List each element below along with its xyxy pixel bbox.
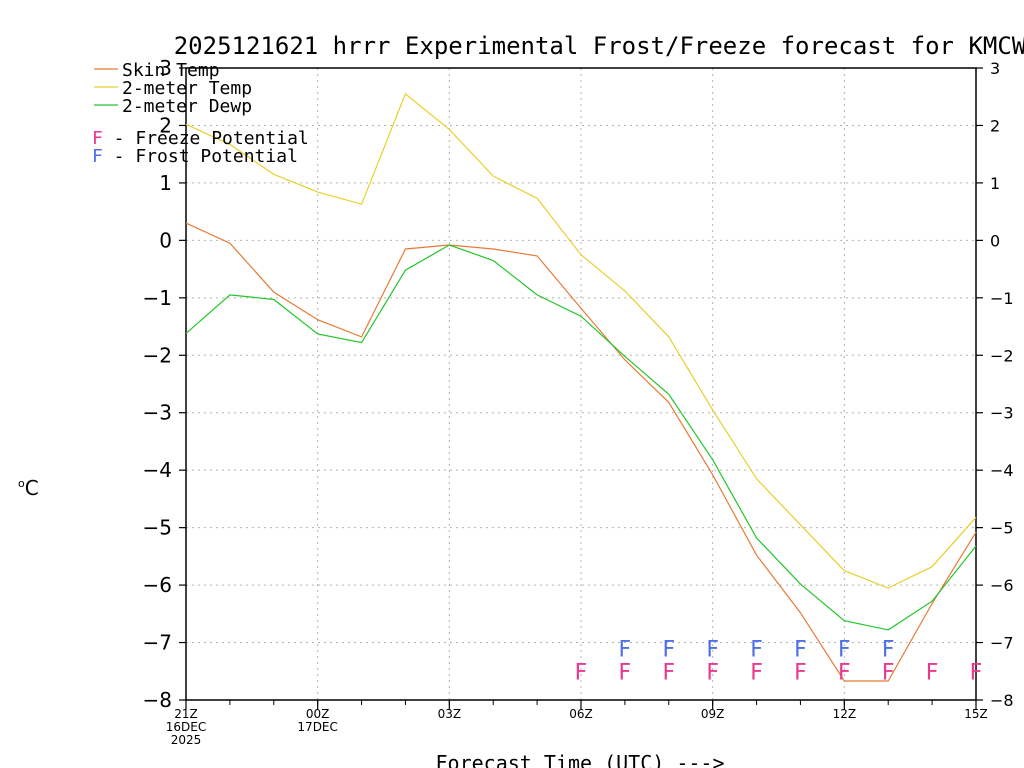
y-tick-label: 2: [159, 113, 172, 137]
frost-marker: F: [794, 637, 807, 662]
y-tick-label-right: −7: [990, 634, 1014, 653]
x-tick-label: 16DEC: [166, 720, 206, 734]
freeze-marker: F: [750, 660, 763, 685]
y-tick-label-right: −8: [990, 691, 1014, 710]
legend-label: Skin Temp: [122, 60, 220, 81]
x-tick-label: 06Z: [569, 707, 593, 721]
y-tick-label: −1: [143, 286, 172, 310]
series-line-2-meter-dewp: [185, 244, 977, 631]
legend-marker-glyph: F: [92, 146, 103, 167]
y-tick-label-right: −6: [990, 576, 1014, 595]
frost-marker: F: [662, 637, 675, 662]
y-tick-label-right: 3: [990, 59, 1000, 78]
x-tick-label: 12Z: [833, 707, 857, 721]
freeze-marker: F: [619, 660, 632, 685]
y-tick-label-right: 1: [990, 174, 1000, 193]
frost-marker: F: [706, 637, 719, 662]
freeze-marker: F: [575, 660, 588, 685]
legend-frost-potential: F - Frost Potential: [92, 146, 298, 167]
series-line-skin-temp: [185, 222, 977, 682]
y-tick-label-right: −5: [990, 519, 1014, 538]
y-tick-label: −2: [143, 343, 172, 367]
y-tick-label: 3: [159, 56, 172, 80]
freeze-marker: F: [926, 660, 939, 685]
frost-marker: F: [838, 637, 851, 662]
unit-letter: C: [25, 476, 39, 500]
y-tick-label: −8: [143, 688, 172, 712]
x-axis-label: Forecast Time (UTC) --->: [436, 751, 725, 768]
y-tick-label: −4: [143, 458, 172, 482]
legend-marker-text: - Freeze Potential: [103, 128, 309, 149]
y-tick-label: 0: [159, 228, 172, 252]
x-tick-label: 00Z: [306, 707, 330, 721]
freeze-marker: F: [838, 660, 851, 685]
y-tick-label: −7: [143, 631, 172, 655]
freeze-marker: F: [970, 660, 983, 685]
y-tick-label-right: −3: [990, 404, 1014, 423]
freeze-marker: F: [882, 660, 895, 685]
x-tick-label: 17DEC: [297, 720, 337, 734]
y-tick-label: −3: [143, 401, 172, 425]
y-tick-label-right: −2: [990, 346, 1014, 365]
x-tick-label: 21Z: [174, 707, 198, 721]
x-tick-label: 15Z: [964, 707, 988, 721]
legend-marker-glyph: F: [92, 128, 103, 149]
series-lines: [185, 92, 977, 682]
y-tick-label-right: −4: [990, 461, 1014, 480]
y-tick-label: −6: [143, 573, 172, 597]
legend-freeze-potential: F - Freeze Potential: [92, 128, 309, 149]
y-tick-label-right: 2: [990, 116, 1000, 135]
frost-marker: F: [619, 637, 632, 662]
x-tick-label: 09Z: [701, 707, 725, 721]
freeze-marker: F: [706, 660, 719, 685]
legend-marker-text: - Frost Potential: [103, 146, 298, 167]
plot-frame: [185, 67, 977, 701]
grid-lines: [186, 68, 976, 700]
x-tick-label: 03Z: [438, 707, 462, 721]
y-tick-label: −5: [143, 516, 172, 540]
freeze-marker: F: [794, 660, 807, 685]
y-axis-ticks: 3 3 2 2 1 1 0 0 −1 −1 −2 −2 −3 −3 −4 −4 −5 −5 −6 −6 −7 −7 −8 −8: [143, 56, 1014, 712]
y-tick-label-right: 0: [990, 231, 1000, 250]
potential-markers: F F F F F F F F F FF F F F F F F: [575, 637, 983, 685]
y-axis-unit-label: oC: [18, 476, 39, 500]
frost-marker: F: [750, 637, 763, 662]
y-tick-label: 1: [159, 171, 172, 195]
x-tick-label: 2025: [171, 733, 202, 747]
series-line-2-meter-temp: [185, 92, 977, 589]
frost-marker: F: [882, 637, 895, 662]
chart-title: 2025121621 hrrr Experimental Frost/Freez…: [174, 32, 1024, 60]
y-tick-label-right: −1: [990, 289, 1014, 308]
degree-symbol: o: [18, 477, 25, 490]
freeze-marker: F: [662, 660, 675, 685]
legend-label: 2-meter Dewp: [122, 96, 252, 117]
legend-label: 2-meter Temp: [122, 78, 252, 99]
